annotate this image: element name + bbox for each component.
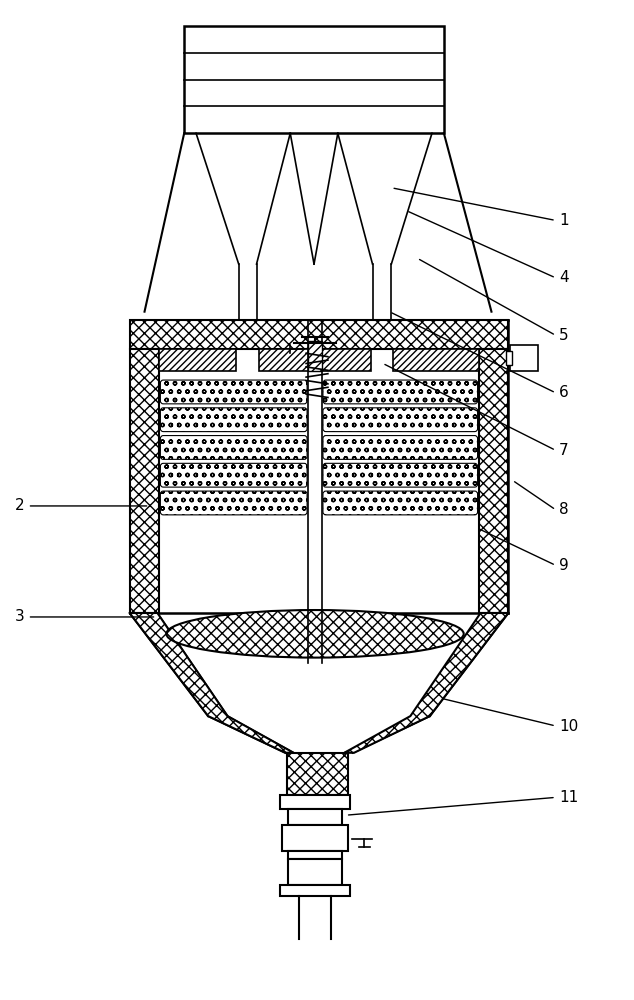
Bar [308,341,322,371]
Polygon shape [479,349,508,613]
Polygon shape [159,349,236,371]
Bar [510,345,538,371]
Bar [184,26,444,133]
Bar [280,795,350,809]
Bar [507,351,512,365]
FancyBboxPatch shape [323,491,477,515]
Bar [287,753,347,795]
Text: 11: 11 [559,790,578,805]
Text: 9: 9 [559,558,569,573]
Text: 3: 3 [15,609,25,624]
FancyBboxPatch shape [160,380,307,404]
Text: 2: 2 [15,498,25,513]
Polygon shape [130,613,294,753]
Bar [280,885,350,896]
FancyBboxPatch shape [323,380,477,404]
Bar [288,859,342,885]
FancyBboxPatch shape [323,408,477,432]
FancyBboxPatch shape [160,491,307,515]
FancyBboxPatch shape [323,463,477,487]
FancyBboxPatch shape [160,436,307,459]
FancyBboxPatch shape [160,408,307,432]
Text: 10: 10 [559,719,578,734]
Text: 6: 6 [559,385,569,400]
Text: 5: 5 [559,328,569,343]
Text: 4: 4 [559,270,569,285]
Polygon shape [344,613,508,753]
Bar [282,825,347,851]
FancyBboxPatch shape [323,436,477,459]
Bar [288,851,342,859]
Polygon shape [393,349,479,371]
Ellipse shape [166,610,463,658]
Text: 1: 1 [559,213,569,228]
Text: 7: 7 [559,443,569,458]
Text: 8: 8 [559,502,569,517]
Bar [288,809,342,825]
Polygon shape [130,349,159,613]
FancyBboxPatch shape [160,463,307,487]
Polygon shape [259,349,370,371]
Polygon shape [130,320,508,349]
